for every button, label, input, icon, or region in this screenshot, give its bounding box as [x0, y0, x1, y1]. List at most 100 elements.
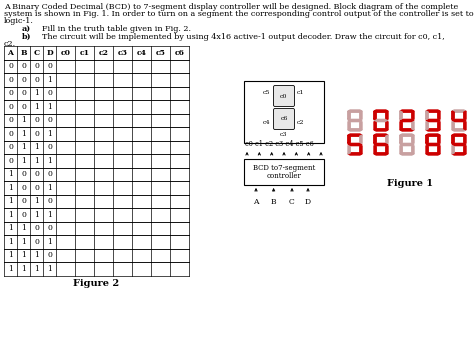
Text: 0: 0 [8, 89, 13, 97]
Bar [244, 81, 324, 143]
Text: D: D [46, 49, 53, 57]
Polygon shape [464, 145, 466, 154]
Text: 0: 0 [21, 89, 26, 97]
Polygon shape [452, 119, 466, 122]
Text: 0: 0 [8, 130, 13, 138]
Text: c2: c2 [297, 120, 305, 125]
Polygon shape [452, 129, 466, 131]
Bar [244, 159, 324, 185]
Polygon shape [374, 110, 388, 112]
Text: c1: c1 [297, 89, 305, 95]
Polygon shape [412, 122, 414, 130]
Polygon shape [452, 134, 466, 136]
Polygon shape [438, 145, 440, 154]
Text: 1: 1 [34, 211, 39, 219]
Text: 1: 1 [8, 184, 13, 192]
Polygon shape [374, 135, 376, 143]
Polygon shape [452, 110, 466, 112]
Text: c4: c4 [137, 49, 146, 57]
Text: 0: 0 [21, 211, 26, 219]
Polygon shape [348, 110, 362, 112]
Text: 1: 1 [34, 251, 39, 259]
Polygon shape [400, 145, 402, 154]
Polygon shape [400, 134, 414, 136]
Text: c6: c6 [280, 117, 288, 121]
Polygon shape [438, 122, 440, 130]
Text: 0: 0 [21, 76, 26, 84]
Polygon shape [426, 129, 440, 131]
Text: c5: c5 [155, 49, 165, 57]
Text: 1: 1 [21, 224, 26, 232]
Text: B: B [20, 49, 27, 57]
Text: 0: 0 [8, 157, 13, 165]
Polygon shape [374, 122, 376, 130]
Polygon shape [400, 135, 401, 143]
Polygon shape [348, 145, 350, 154]
Polygon shape [386, 111, 388, 119]
Text: 1: 1 [8, 238, 13, 246]
Polygon shape [412, 111, 414, 119]
Text: 0: 0 [47, 62, 52, 70]
Polygon shape [412, 135, 414, 143]
Text: 0: 0 [8, 76, 13, 84]
Text: 0: 0 [34, 224, 39, 232]
Text: A Binary Coded Decimal (BCD) to 7-segment display controller will be designed. B: A Binary Coded Decimal (BCD) to 7-segmen… [4, 3, 458, 11]
Text: 0: 0 [47, 116, 52, 124]
Polygon shape [452, 153, 466, 155]
Polygon shape [374, 135, 375, 143]
Text: a): a) [22, 25, 31, 33]
Text: 0: 0 [8, 116, 13, 124]
Text: 1: 1 [34, 157, 39, 165]
Text: C: C [289, 198, 295, 206]
Text: 1: 1 [21, 130, 26, 138]
Text: c1: c1 [80, 49, 90, 57]
Text: 0: 0 [34, 130, 39, 138]
Polygon shape [348, 111, 349, 119]
Text: 1: 1 [34, 265, 39, 273]
Polygon shape [452, 135, 454, 143]
Polygon shape [452, 143, 466, 145]
Text: 0: 0 [21, 62, 26, 70]
Polygon shape [348, 153, 362, 155]
Polygon shape [464, 111, 466, 119]
Text: BCD to7-segment: BCD to7-segment [253, 164, 315, 172]
Polygon shape [400, 119, 414, 122]
Text: 1: 1 [47, 76, 52, 84]
Polygon shape [348, 135, 349, 143]
Text: 0: 0 [34, 184, 39, 192]
Text: c3: c3 [280, 133, 288, 138]
Text: 1: 1 [47, 130, 52, 138]
Polygon shape [426, 134, 440, 136]
Polygon shape [426, 111, 427, 119]
Text: 0: 0 [47, 89, 52, 97]
Text: 0: 0 [8, 62, 13, 70]
Polygon shape [400, 129, 414, 131]
Text: 1: 1 [21, 143, 26, 151]
Text: Figure 2: Figure 2 [73, 279, 119, 288]
Polygon shape [464, 135, 466, 143]
Text: 1: 1 [21, 265, 26, 273]
Text: The circuit will be implemented by using 4x16 active-1 output decoder. Draw the : The circuit will be implemented by using… [42, 33, 445, 41]
Polygon shape [386, 122, 388, 130]
Polygon shape [348, 129, 362, 131]
Text: c0: c0 [280, 94, 288, 99]
Text: 0: 0 [47, 170, 52, 178]
Text: A: A [8, 49, 13, 57]
FancyBboxPatch shape [273, 108, 294, 129]
Text: Figure 1: Figure 1 [387, 179, 433, 188]
Text: c5: c5 [263, 89, 271, 95]
Polygon shape [426, 110, 440, 112]
Polygon shape [452, 135, 453, 143]
Text: 1: 1 [47, 103, 52, 111]
Text: 0: 0 [34, 170, 39, 178]
Text: 0: 0 [8, 103, 13, 111]
Text: c4: c4 [263, 120, 271, 125]
Text: 1: 1 [34, 143, 39, 151]
Polygon shape [464, 122, 466, 130]
Polygon shape [400, 122, 402, 130]
Text: 1: 1 [8, 197, 13, 205]
Polygon shape [348, 135, 350, 143]
Polygon shape [374, 134, 388, 136]
Text: c6: c6 [174, 49, 184, 57]
Text: 1: 1 [21, 238, 26, 246]
